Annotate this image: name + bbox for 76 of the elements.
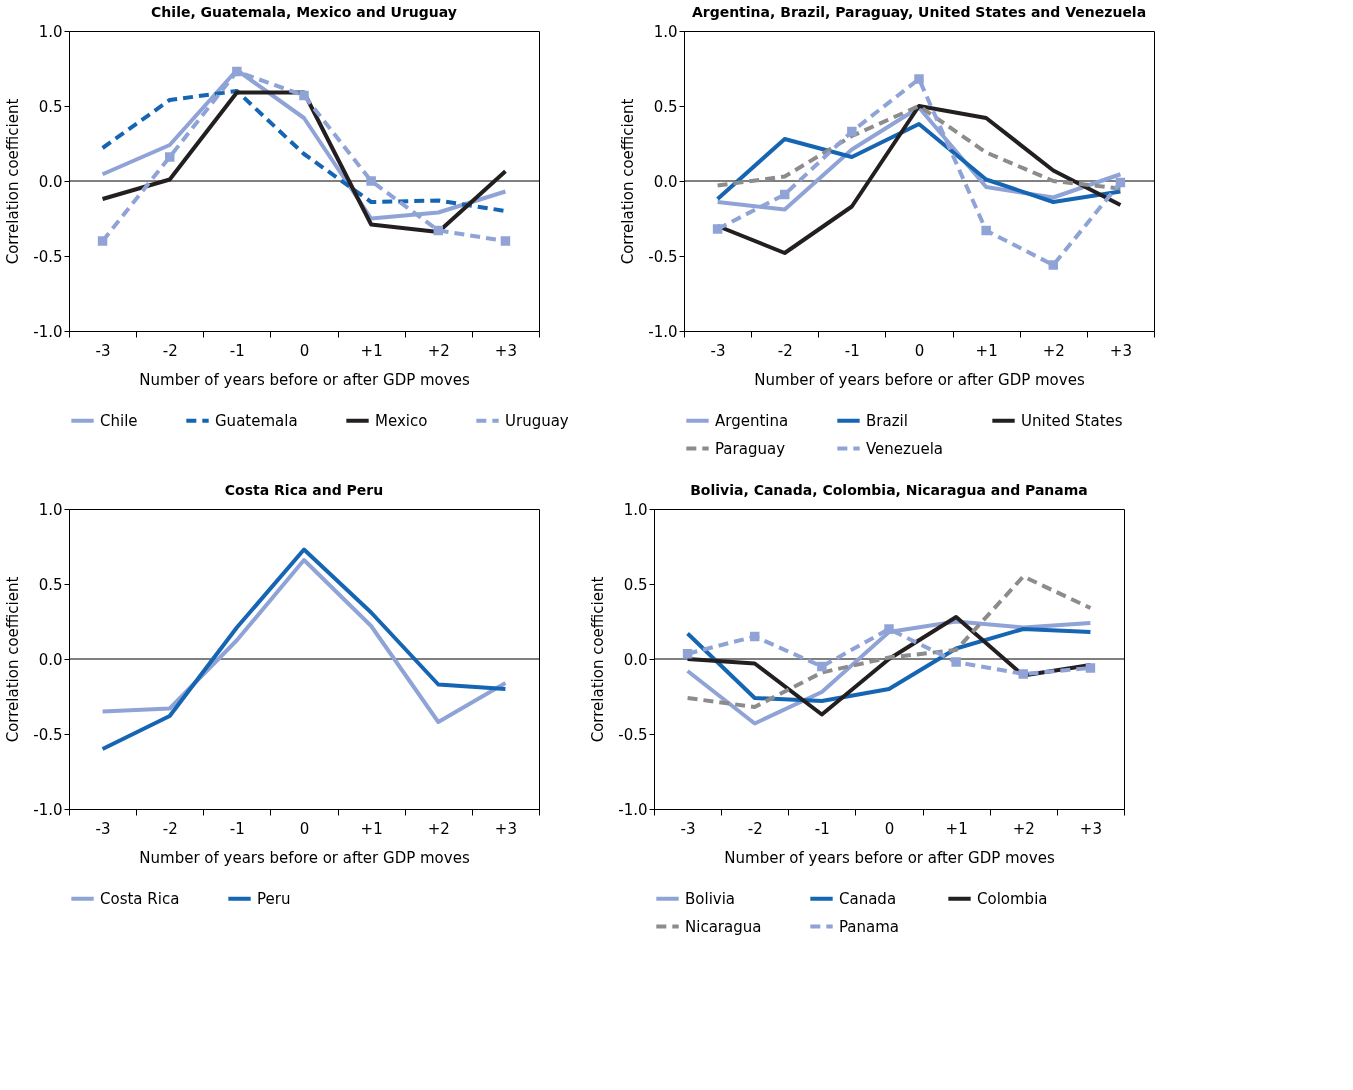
y-tick-label: -1.0 xyxy=(33,800,63,819)
legend-label: Venezuela xyxy=(866,439,944,458)
x-tick-label: +3 xyxy=(494,819,517,838)
chart-title: Bolivia, Canada, Colombia, Nicaragua and Panama xyxy=(690,482,1088,498)
x-tick-label: +1 xyxy=(945,819,968,838)
x-tick-label: +3 xyxy=(1109,341,1132,360)
y-tick-label: 0.5 xyxy=(623,575,648,594)
x-tick-label: +3 xyxy=(494,341,517,360)
y-tick-label: 1.0 xyxy=(38,500,63,519)
y-tick-label: 0.0 xyxy=(38,650,63,669)
y-tick-label: -0.5 xyxy=(33,247,63,266)
y-tick-label: 0.0 xyxy=(38,172,63,191)
chart-title: Argentina, Brazil, Paraguay, United States and Venezuela xyxy=(691,4,1147,20)
x-tick-label: 0 xyxy=(299,819,310,838)
y-tick-label: -0.5 xyxy=(33,725,63,744)
x-tick-label: +2 xyxy=(1042,341,1065,360)
legend-label: United States xyxy=(1021,411,1123,430)
x-tick-label: -2 xyxy=(747,819,763,838)
y-axis-title: Correlation coefficient xyxy=(4,98,23,265)
legend-label: Brazil xyxy=(866,411,908,430)
legend-label: Argentina xyxy=(715,411,789,430)
x-tick-label: -1 xyxy=(229,819,245,838)
y-tick-label: 0.0 xyxy=(623,650,648,669)
x-tick-label: +3 xyxy=(1079,819,1102,838)
y-tick-label: -1.0 xyxy=(33,322,63,341)
x-tick-label: 0 xyxy=(914,341,925,360)
x-tick-label: -2 xyxy=(162,819,178,838)
y-axis-title: Correlation coefficient xyxy=(619,98,638,265)
y-tick-label: 0.5 xyxy=(38,97,63,116)
y-axis-title: Correlation coefficient xyxy=(589,576,608,743)
y-tick-label: 1.0 xyxy=(653,22,678,41)
x-axis-title: Number of years before or after GDP moves xyxy=(139,848,470,867)
legend-label: Paraguay xyxy=(715,439,786,458)
y-tick-label: 0.5 xyxy=(38,575,63,594)
x-tick-label: +2 xyxy=(427,341,450,360)
x-tick-label: +1 xyxy=(360,341,383,360)
chart-title: Costa Rica and Peru xyxy=(224,482,384,498)
x-tick-label: 0 xyxy=(299,341,310,360)
legend-label: Panama xyxy=(839,917,900,936)
legend-label: Mexico xyxy=(375,411,428,430)
x-tick-label: +1 xyxy=(975,341,998,360)
legend-label: Colombia xyxy=(977,889,1048,908)
x-tick-label: +2 xyxy=(1012,819,1035,838)
x-tick-label: -1 xyxy=(814,819,830,838)
x-tick-label: -3 xyxy=(95,341,111,360)
y-axis-title: Correlation coefficient xyxy=(4,576,23,743)
x-tick-label: +1 xyxy=(360,819,383,838)
legend-label: Bolivia xyxy=(685,889,736,908)
x-tick-label: 0 xyxy=(884,819,895,838)
y-tick-label: 1.0 xyxy=(38,22,63,41)
y-tick-label: 0.5 xyxy=(653,97,678,116)
y-tick-label: -0.5 xyxy=(648,247,678,266)
x-tick-label: -3 xyxy=(680,819,696,838)
legend-label: Costa Rica xyxy=(100,889,180,908)
y-tick-label: -1.0 xyxy=(618,800,648,819)
legend-label: Canada xyxy=(839,889,897,908)
x-tick-label: +2 xyxy=(427,819,450,838)
y-tick-label: 0.0 xyxy=(653,172,678,191)
x-axis-title: Number of years before or after GDP moves xyxy=(724,848,1055,867)
legend-label: Guatemala xyxy=(215,411,298,430)
legend-label: Nicaragua xyxy=(685,917,762,936)
legend-label: Chile xyxy=(100,411,138,430)
x-tick-label: -1 xyxy=(229,341,245,360)
x-axis-title: Number of years before or after GDP moves xyxy=(139,370,470,389)
y-tick-label: -0.5 xyxy=(618,725,648,744)
x-tick-label: -2 xyxy=(162,341,178,360)
legend-label: Uruguay xyxy=(505,411,569,430)
x-tick-label: -3 xyxy=(710,341,726,360)
x-tick-label: -2 xyxy=(777,341,793,360)
x-axis-title: Number of years before or after GDP moves xyxy=(754,370,1085,389)
legend-label: Peru xyxy=(257,889,291,908)
y-tick-label: 1.0 xyxy=(623,500,648,519)
x-tick-label: -3 xyxy=(95,819,111,838)
y-tick-label: -1.0 xyxy=(648,322,678,341)
x-tick-label: -1 xyxy=(844,341,860,360)
chart-title: Chile, Guatemala, Mexico and Uruguay xyxy=(151,4,457,20)
